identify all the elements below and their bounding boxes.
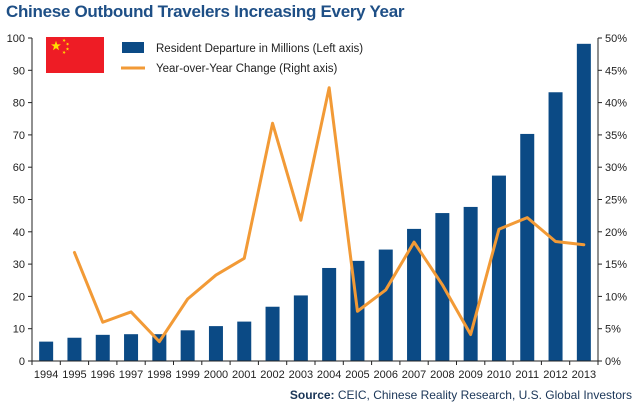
bar <box>520 133 535 361</box>
bar <box>548 92 563 361</box>
y-right-tick-label: 50% <box>605 33 627 45</box>
y-right-tick-label: 10% <box>605 291 627 303</box>
x-tick-label: 2013 <box>572 369 596 381</box>
x-tick-label: 2009 <box>458 369 482 381</box>
x-tick-label: 1998 <box>147 369 171 381</box>
bar <box>491 175 506 361</box>
bar-series <box>39 43 591 362</box>
bar <box>208 326 223 361</box>
x-tick-label: 2001 <box>232 369 256 381</box>
x-tick-label: 1999 <box>175 369 199 381</box>
x-tick-label: 2005 <box>345 369 369 381</box>
bar <box>124 334 139 361</box>
x-tick-label: 2012 <box>543 369 567 381</box>
y-right-tick-label: 20% <box>605 227 627 239</box>
y-right-tick-label: 45% <box>605 65 627 77</box>
source-note: Source: CEIC, Chinese Reality Research, … <box>290 388 632 402</box>
y-right-tick-label: 15% <box>605 259 627 271</box>
bar <box>152 334 167 361</box>
flag-star <box>62 38 66 43</box>
y-right-tick-label: 5% <box>605 324 621 336</box>
chart-legend: Resident Departure in Millions (Left axi… <box>121 42 363 75</box>
x-tick-label: 2003 <box>289 369 313 381</box>
chart-axes: 0 10 20 30 40 50 60 70 80 90 100 0% 5% 10% 15% 20% 25% 30… <box>7 33 628 381</box>
bar <box>180 330 195 361</box>
x-tick-label: 2011 <box>515 369 539 381</box>
y-left-tick-label: 50 <box>13 195 25 207</box>
y-left-tick-label: 100 <box>7 33 25 45</box>
source-text: CEIC, Chinese Reality Research, U.S. Glo… <box>334 388 632 402</box>
flag-star <box>62 50 66 55</box>
china-flag-icon <box>46 37 104 73</box>
bar <box>322 267 337 361</box>
x-tick-label: 2007 <box>402 369 426 381</box>
bar <box>378 249 393 361</box>
y-right-tick-label: 30% <box>605 162 627 174</box>
x-tick-label: 2002 <box>260 369 284 381</box>
yoy-change-line <box>72 86 586 344</box>
x-tick-label: 2000 <box>204 369 228 381</box>
bar <box>95 334 110 361</box>
x-tick-label: 1996 <box>91 369 115 381</box>
x-tick-label: 2006 <box>374 369 398 381</box>
y-left-tick-label: 60 <box>13 162 25 174</box>
bar <box>67 337 82 361</box>
y-left-tick-label: 20 <box>13 291 25 303</box>
bar <box>576 43 591 362</box>
x-tick-label: 1995 <box>62 369 86 381</box>
y-left-tick-label: 40 <box>13 227 25 239</box>
y-left-tick-label: 0 <box>19 356 25 368</box>
x-tick-label: 2010 <box>487 369 511 381</box>
bar <box>293 295 308 361</box>
bar <box>39 341 54 361</box>
flag-star <box>51 40 61 51</box>
x-tick-label: 1997 <box>119 369 143 381</box>
x-tick-label: 2004 <box>317 369 341 381</box>
source-label: Source: <box>289 388 335 402</box>
chart-title: Chinese Outbound Travelers Increasing Ev… <box>6 2 405 21</box>
y-left-tick-label: 30 <box>13 259 25 271</box>
bar <box>237 321 252 361</box>
flag-star <box>65 42 70 46</box>
x-tick-label: 2008 <box>430 369 454 381</box>
line-series <box>72 86 586 344</box>
bar <box>407 228 422 361</box>
flag-star <box>65 47 70 51</box>
bar <box>463 206 478 361</box>
y-right-tick-label: 25% <box>605 195 627 207</box>
y-left-tick-label: 10 <box>13 324 25 336</box>
y-left-tick-label: 70 <box>13 130 25 142</box>
legend-bar-label: Resident Departure in Millions (Left axi… <box>156 43 363 55</box>
flag-field <box>46 37 104 73</box>
y-right-tick-label: 35% <box>605 130 627 142</box>
bar <box>265 306 280 361</box>
legend-bar-swatch <box>122 42 144 53</box>
x-tick-label: 1994 <box>34 369 58 381</box>
y-left-tick-label: 90 <box>13 65 25 77</box>
y-right-tick-label: 40% <box>605 98 627 110</box>
y-left-tick-label: 80 <box>13 98 25 110</box>
y-right-tick-label: 0% <box>605 356 621 368</box>
legend-line-label: Year-over-Year Change (Right axis) <box>156 63 337 75</box>
